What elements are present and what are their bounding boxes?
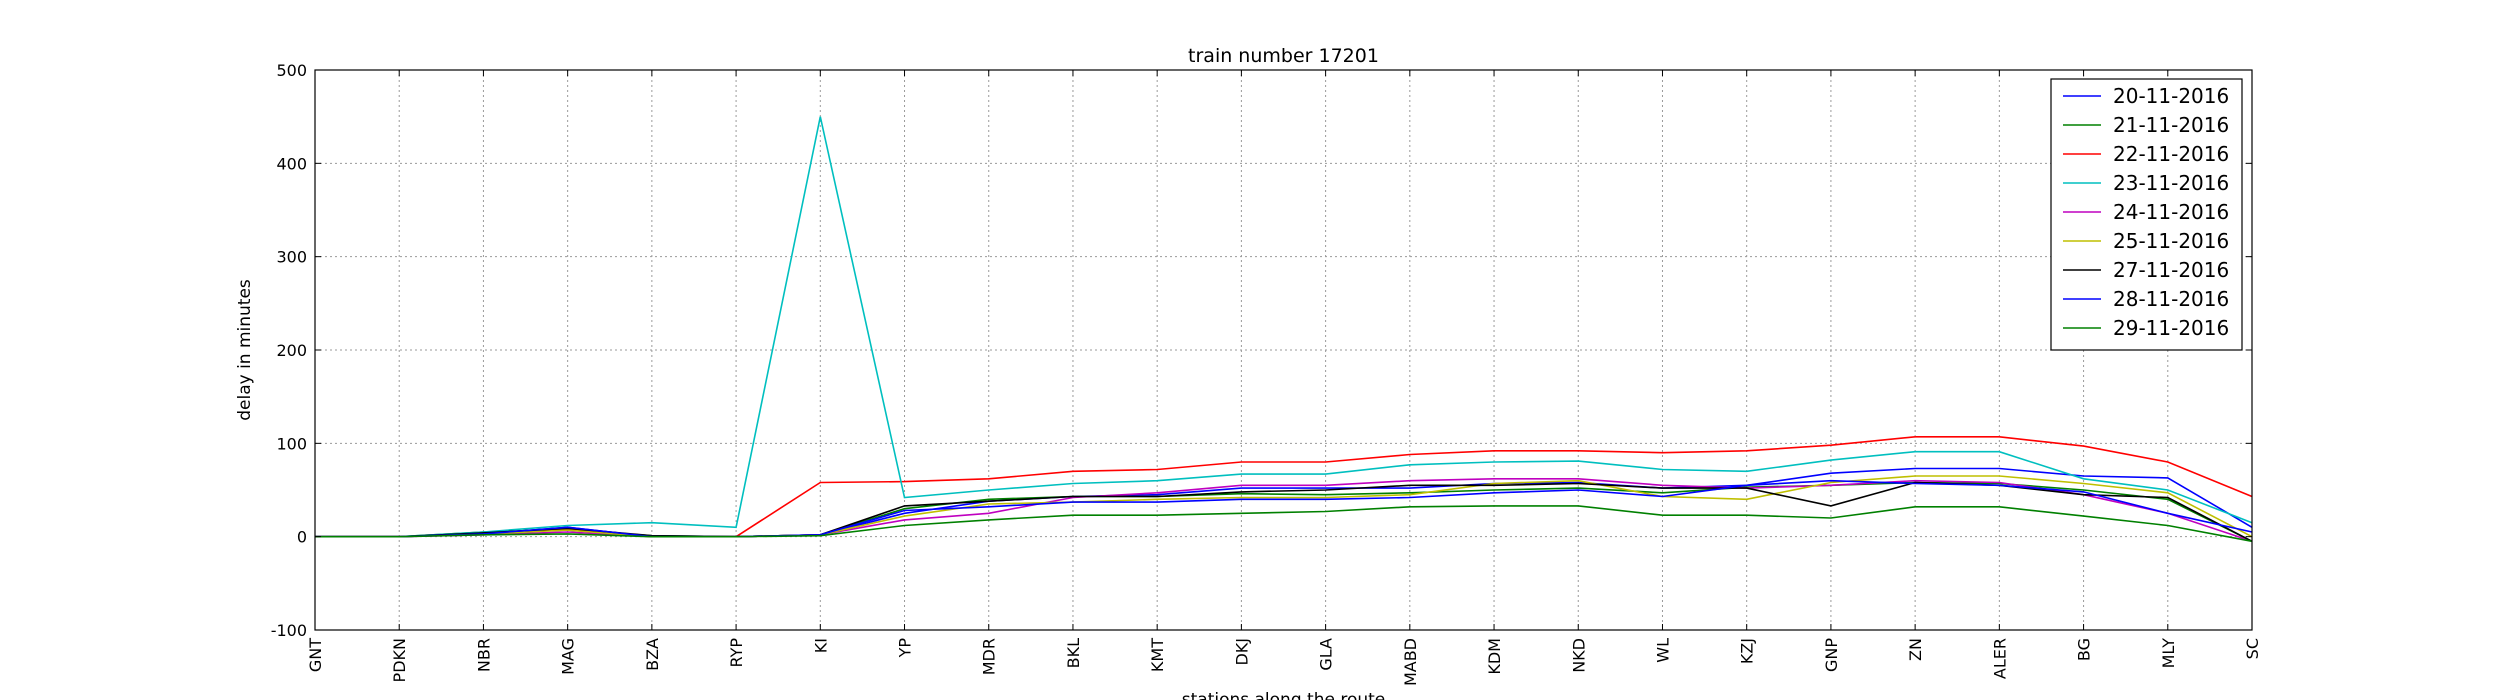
x-axis-title: stations along the route	[1182, 690, 1386, 700]
x-tick-label: MLY	[2159, 638, 2178, 669]
y-tick-label: 200	[276, 341, 307, 360]
x-ticks: GNT PDKN NBR MAG BZA RYP KI YP MDR BKL KMT DKJ GLA MA…	[306, 70, 2262, 686]
x-tick-label: BG	[2075, 638, 2094, 661]
y-tick-label: -100	[271, 621, 307, 640]
x-tick-label: ALER	[1990, 638, 2009, 679]
legend-label: 28-11-2016	[2113, 287, 2229, 311]
x-tick-label: KZJ	[1738, 638, 1757, 664]
x-tick-label: PDKN	[390, 638, 409, 682]
legend-box	[2050, 78, 2243, 351]
x-tick-label: MDR	[980, 638, 999, 675]
legend-label: 20-11-2016	[2113, 84, 2229, 108]
x-tick-label: NKD	[1569, 638, 1588, 673]
x-tick-label: WL	[1653, 638, 1672, 663]
y-tick-label: 100	[276, 434, 307, 453]
y-axis-title: delay in minutes	[235, 279, 255, 421]
legend-label: 29-11-2016	[2113, 316, 2229, 340]
series-line-28-11-2016	[315, 479, 2253, 538]
legend: 20-11-2016 21-11-2016 22-11-2016 23-11-2016…	[2050, 78, 2243, 351]
x-tick-label: KMT	[1148, 638, 1167, 672]
grid-lines	[314, 69, 2253, 631]
x-tick-label: GLA	[1317, 638, 1336, 671]
series-line-20-11-2016	[315, 467, 2253, 538]
y-tick-label: 300	[276, 248, 307, 267]
y-ticks: -100 0 100 200 300 400 500	[271, 61, 2252, 640]
legend-label: 22-11-2016	[2113, 142, 2229, 166]
legend-label: 21-11-2016	[2113, 113, 2229, 137]
legend-label: 23-11-2016	[2113, 171, 2229, 195]
x-tick-label: NBR	[474, 638, 493, 672]
x-tick-label: KDM	[1485, 638, 1504, 675]
x-tick-label: SC	[2243, 638, 2262, 659]
x-tick-label: YP	[896, 638, 915, 659]
series-line-23-11-2016	[315, 116, 2253, 538]
series-lines	[315, 116, 2253, 543]
x-tick-label: MABD	[1401, 638, 1420, 686]
x-tick-label: BKL	[1064, 638, 1083, 668]
chart-title: train number 17201	[1188, 45, 1379, 67]
x-tick-label: BZA	[643, 638, 662, 671]
x-tick-label: GNT	[306, 638, 325, 672]
x-tick-label: GNP	[1822, 638, 1841, 672]
x-tick-label: MAG	[559, 638, 578, 675]
series-line-29-11-2016	[315, 505, 2253, 543]
x-tick-label: RYP	[727, 638, 746, 668]
y-tick-label: 500	[276, 61, 307, 80]
legend-label: 27-11-2016	[2113, 258, 2229, 282]
y-tick-label: 0	[297, 528, 307, 547]
x-tick-label: KI	[811, 638, 830, 653]
legend-label: 25-11-2016	[2113, 229, 2229, 253]
legend-label: 24-11-2016	[2113, 200, 2229, 224]
y-tick-label: 400	[276, 154, 307, 173]
x-tick-label: ZN	[1906, 638, 1925, 661]
x-tick-label: DKJ	[1232, 638, 1251, 666]
